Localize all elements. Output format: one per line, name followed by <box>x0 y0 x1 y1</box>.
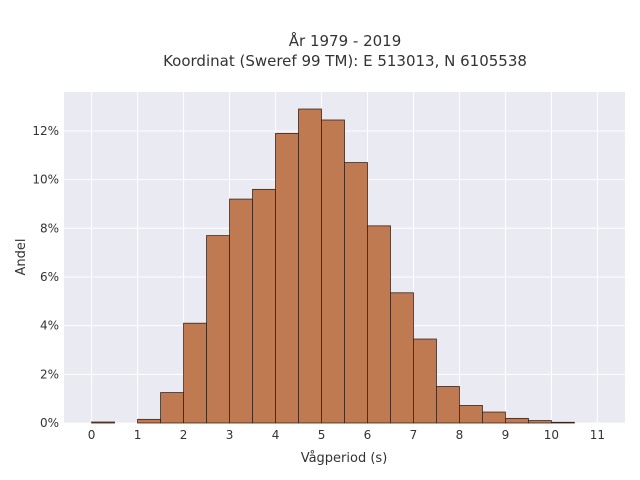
histogram-bar <box>91 421 115 424</box>
histogram-bar <box>252 188 276 424</box>
histogram-bar <box>528 420 552 424</box>
x-tick-label: 8 <box>456 428 464 442</box>
x-tick-label: 1 <box>134 428 142 442</box>
histogram-bar <box>321 119 345 424</box>
histogram-bar <box>436 386 460 424</box>
histogram-bar <box>367 225 391 424</box>
histogram-bar <box>413 338 437 424</box>
y-tick-label: 10% <box>32 173 59 187</box>
y-tick-label: 8% <box>40 221 59 235</box>
x-tick-label: 2 <box>180 428 188 442</box>
histogram-bar <box>206 235 230 424</box>
y-axis-title: Andel <box>14 239 29 276</box>
x-tick-label: 6 <box>364 428 372 442</box>
chart-subtitle: Koordinat (Sweref 99 TM): E 513013, N 61… <box>163 52 527 70</box>
histogram-bar <box>390 292 414 424</box>
x-tick-labels: 0 1 2 3 4 5 6 7 8 9 10 11 <box>88 428 605 442</box>
histogram-bar <box>482 411 506 424</box>
histogram-bar <box>137 418 161 424</box>
histogram-bar <box>160 392 184 424</box>
x-tick-label: 9 <box>502 428 510 442</box>
y-tick-label: 6% <box>40 270 59 284</box>
x-tick-label: 10 <box>544 428 559 442</box>
histogram-bar <box>551 421 575 424</box>
histogram-bar <box>229 198 253 424</box>
histogram-bar <box>344 162 368 424</box>
y-tick-label: 2% <box>40 367 59 381</box>
x-tick-label: 7 <box>410 428 418 442</box>
histogram-bar <box>298 108 322 424</box>
histogram-bar <box>505 417 529 424</box>
x-tick-label: 3 <box>226 428 234 442</box>
bars <box>91 108 575 424</box>
x-tick-label: 4 <box>272 428 280 442</box>
x-axis-title: Vågperiod (s) <box>301 451 388 466</box>
x-tick-label: 0 <box>88 428 96 442</box>
histogram-bar <box>275 132 299 424</box>
x-tick-label: 11 <box>590 428 605 442</box>
histogram-bar <box>183 322 207 424</box>
y-tick-label: 0% <box>40 416 59 430</box>
histogram-bar <box>459 405 483 424</box>
y-tick-label: 12% <box>32 124 59 138</box>
y-tick-label: 4% <box>40 319 59 333</box>
y-tick-labels: 0% 2% 4% 6% 8% 10% 12% <box>32 124 59 430</box>
chart-title: År 1979 - 2019 <box>289 31 402 50</box>
x-tick-label: 5 <box>318 428 326 442</box>
